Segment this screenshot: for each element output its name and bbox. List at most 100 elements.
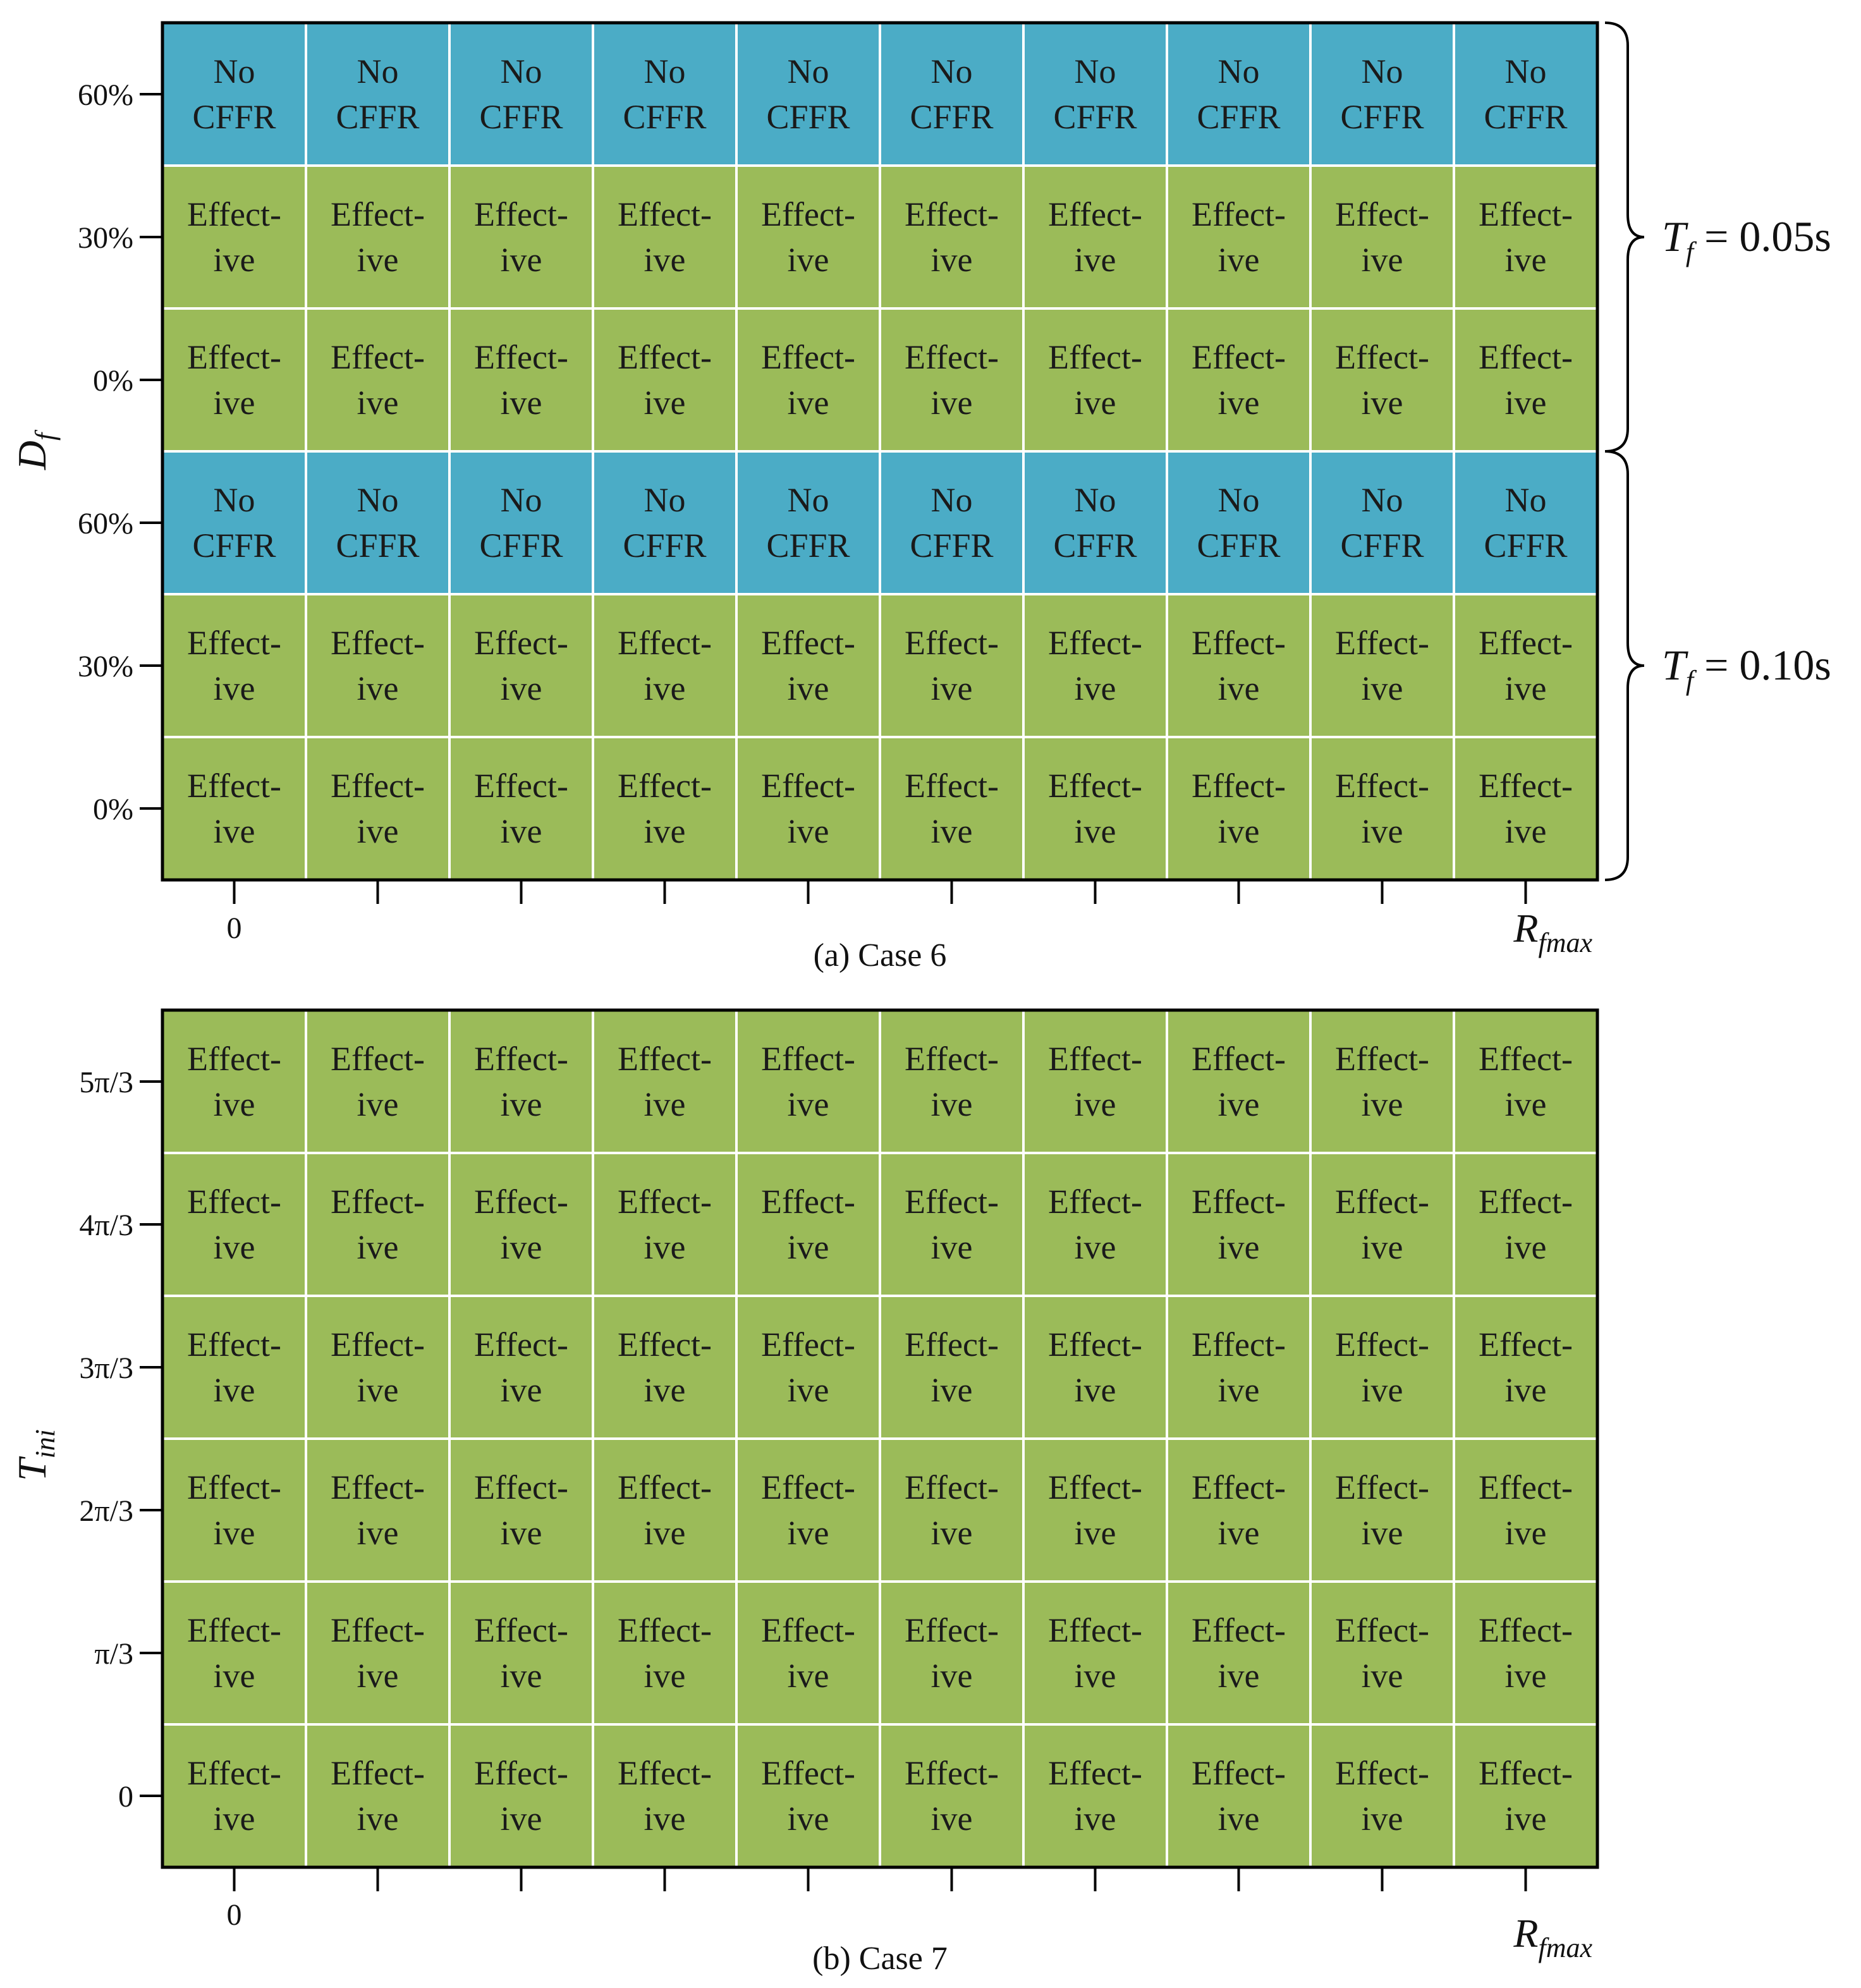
cell-label-r2-c1-line1: ive — [357, 1371, 399, 1409]
cell-label-r4-c5-line0: Effect- — [905, 624, 999, 662]
cell-label-r5-c6-line1: ive — [1075, 1800, 1116, 1838]
cell-r4-c7 — [1166, 593, 1312, 738]
cell-label-r5-c6-line0: Effect- — [1048, 767, 1142, 805]
cell-label-r0-c3-line0: No — [644, 52, 686, 90]
cell-label-r5-c9-line0: Effect- — [1479, 767, 1573, 805]
cell-label-r4-c4-line0: Effect- — [761, 1611, 855, 1649]
cell-label-r2-c5-line0: Effect- — [905, 338, 999, 376]
cell-label-r3-c9-line0: No — [1505, 481, 1547, 519]
cell-label-r4-c6-line1: ive — [1075, 1657, 1116, 1695]
cell-label-r4-c1-line1: ive — [357, 1657, 399, 1695]
cell-r5-c7 — [1166, 736, 1312, 881]
cell-r2-c1 — [305, 307, 451, 453]
cell-label-r4-c6-line0: Effect- — [1048, 624, 1142, 662]
cell-r3-c4 — [735, 1437, 881, 1583]
x-axis-title: Rfmax — [1513, 906, 1592, 958]
cell-label-r1-c1-line1: ive — [357, 1228, 399, 1266]
cell-label-r2-c6-line0: Effect- — [1048, 338, 1142, 376]
chart-case-7: Effect-ive Effect-ive Effect-ive Effect-ive… — [9, 1008, 1599, 1977]
cell-label-r5-c9-line0: Effect- — [1479, 1754, 1573, 1792]
cell-r5-c8 — [1309, 1723, 1455, 1869]
cell-label-r3-c4-line0: No — [788, 481, 829, 519]
cell-r5-c9 — [1453, 736, 1599, 881]
cell-r3-c0 — [161, 450, 307, 595]
cell-label-r3-c2-line0: Effect- — [474, 1468, 568, 1506]
cell-label-r1-c9-line1: ive — [1505, 241, 1547, 279]
cell-r3-c8 — [1309, 1437, 1455, 1583]
cell-r0-c7 — [1166, 21, 1312, 167]
y-axis-title-main: D — [9, 441, 54, 470]
cell-label-r0-c1-line1: ive — [357, 1085, 399, 1123]
cell-r4-c1 — [305, 1580, 451, 1726]
cell-r3-c3 — [592, 450, 738, 595]
cell-label-r3-c8-line0: Effect- — [1335, 1468, 1429, 1506]
cell-label-r1-c6-line0: Effect- — [1048, 195, 1142, 233]
cell-label-r0-c3-line0: Effect- — [618, 1040, 712, 1078]
cell-label-r1-c6-line0: Effect- — [1048, 1183, 1142, 1221]
cell-label-r0-c8-line0: No — [1362, 52, 1403, 90]
cell-r2-c2 — [448, 307, 594, 453]
cell-label-r0-c5-line1: CFFR — [910, 98, 993, 136]
cell-r2-c9 — [1453, 1295, 1599, 1440]
cell-label-r3-c5-line1: ive — [931, 1514, 973, 1552]
x-axis-title-sub: fmax — [1538, 927, 1592, 958]
cell-label-r0-c7-line1: ive — [1218, 1085, 1260, 1123]
cell-r0-c2 — [448, 21, 594, 167]
cell-label-r3-c3-line1: ive — [644, 1514, 686, 1552]
cell-r4-c6 — [1022, 593, 1168, 738]
cell-r0-c9 — [1453, 21, 1599, 167]
cell-label-r0-c4-line0: Effect- — [761, 1040, 855, 1078]
cell-r3-c3 — [592, 1437, 738, 1583]
cell-label-r1-c5-line0: Effect- — [905, 195, 999, 233]
cell-label-r5-c4-line0: Effect- — [761, 767, 855, 805]
cell-r2-c7 — [1166, 1295, 1312, 1440]
cell-label-r5-c9-line1: ive — [1505, 812, 1547, 850]
cell-r1-c0 — [161, 1152, 307, 1297]
cell-label-r4-c3-line1: ive — [644, 669, 686, 707]
cell-r5-c2 — [448, 736, 594, 881]
cell-label-r4-c7-line0: Effect- — [1192, 624, 1286, 662]
cell-r0-c1 — [305, 21, 451, 167]
cell-label-r3-c2-line0: No — [501, 481, 542, 519]
y-tick-label-2: 0% — [93, 364, 133, 398]
cell-r1-c7 — [1166, 164, 1312, 310]
cell-label-r5-c0-line0: Effect- — [187, 767, 281, 805]
cell-label-r4-c5-line1: ive — [931, 669, 973, 707]
cell-label-r4-c1-line1: ive — [357, 669, 399, 707]
cell-label-r0-c9-line1: CFFR — [1484, 98, 1567, 136]
cell-label-r5-c7-line1: ive — [1218, 1800, 1260, 1838]
cell-label-r1-c6-line1: ive — [1075, 1228, 1116, 1266]
cell-label-r4-c7-line1: ive — [1218, 1657, 1260, 1695]
cell-label-r2-c5-line0: Effect- — [905, 1326, 999, 1363]
cell-label-r3-c2-line1: CFFR — [479, 527, 563, 564]
cell-label-r3-c7-line0: No — [1218, 481, 1260, 519]
y-axis-title-sub: f — [30, 429, 61, 441]
cell-r0-c3 — [592, 1009, 738, 1154]
cell-label-r2-c8-line1: ive — [1362, 1371, 1403, 1409]
cell-label-r3-c7-line1: ive — [1218, 1514, 1260, 1552]
cell-label-r5-c1-line1: ive — [357, 812, 399, 850]
cell-r4-c8 — [1309, 593, 1455, 738]
cell-label-r3-c8-line1: CFFR — [1340, 527, 1424, 564]
cell-label-r0-c0-line0: Effect- — [187, 1040, 281, 1078]
cell-label-r4-c8-line0: Effect- — [1335, 624, 1429, 662]
chart-caption: (b) Case 7 — [812, 1941, 948, 1977]
cell-r1-c2 — [448, 164, 594, 310]
group-label-main-1: T — [1662, 641, 1688, 689]
cell-label-r0-c5-line0: No — [931, 52, 973, 90]
cell-label-r1-c9-line0: Effect- — [1479, 1183, 1573, 1221]
cell-label-r0-c8-line0: Effect- — [1335, 1040, 1429, 1078]
cell-label-r0-c7-line0: Effect- — [1192, 1040, 1286, 1078]
cell-label-r4-c0-line0: Effect- — [187, 624, 281, 662]
cell-label-r2-c8-line0: Effect- — [1335, 338, 1429, 376]
cell-r4-c0 — [161, 593, 307, 738]
cell-r3-c7 — [1166, 450, 1312, 595]
cell-r5-c3 — [592, 1723, 738, 1869]
cell-label-r3-c7-line1: CFFR — [1197, 527, 1280, 564]
cell-label-r4-c9-line0: Effect- — [1479, 624, 1573, 662]
cell-r5-c6 — [1022, 1723, 1168, 1869]
cell-r0-c5 — [879, 1009, 1025, 1154]
cell-r1-c2 — [448, 1152, 594, 1297]
cell-label-r0-c8-line1: CFFR — [1340, 98, 1424, 136]
cell-r3-c8 — [1309, 450, 1455, 595]
